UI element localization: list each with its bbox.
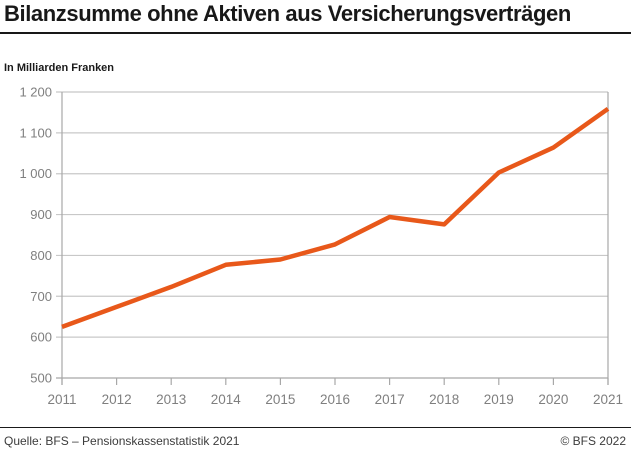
y-tick-label: 500 — [30, 371, 52, 386]
x-tick-label: 2018 — [429, 392, 459, 407]
x-tick-label: 2013 — [156, 392, 186, 407]
x-tick-label: 2020 — [538, 392, 568, 407]
footer-divider — [0, 427, 631, 428]
x-tick-label: 2016 — [320, 392, 350, 407]
y-tick-label: 700 — [30, 289, 52, 304]
y-tick-label: 900 — [30, 207, 52, 222]
y-tick-label: 1 000 — [19, 166, 52, 181]
x-tick-label: 2014 — [211, 392, 242, 407]
chart-title: Bilanzsumme ohne Aktiven aus Versicherun… — [4, 1, 571, 26]
x-tick-label: 2021 — [593, 392, 623, 407]
line-chart: 500 600 700 800 900 1 000 1 100 1 200 2011 2012 20… — [19, 85, 623, 407]
source-note: Quelle: BFS – Pensionskassenstatistik 20… — [4, 434, 240, 448]
copyright-note: © BFS 2022 — [560, 434, 626, 448]
x-tick-label: 2012 — [102, 392, 132, 407]
y-tick-label: 600 — [30, 330, 52, 345]
x-tick-label: 2011 — [47, 392, 76, 407]
title-divider — [0, 32, 631, 34]
x-tick-label: 2017 — [375, 392, 405, 407]
x-tick-label: 2019 — [484, 392, 514, 407]
y-tick-label: 1 100 — [19, 125, 52, 140]
y-tick-label: 1 200 — [19, 85, 52, 100]
y-tick-label: 800 — [30, 248, 52, 263]
x-tick-label: 2015 — [265, 392, 295, 407]
data-line — [61, 106, 610, 330]
unit-label: In Milliarden Franken — [4, 62, 115, 74]
